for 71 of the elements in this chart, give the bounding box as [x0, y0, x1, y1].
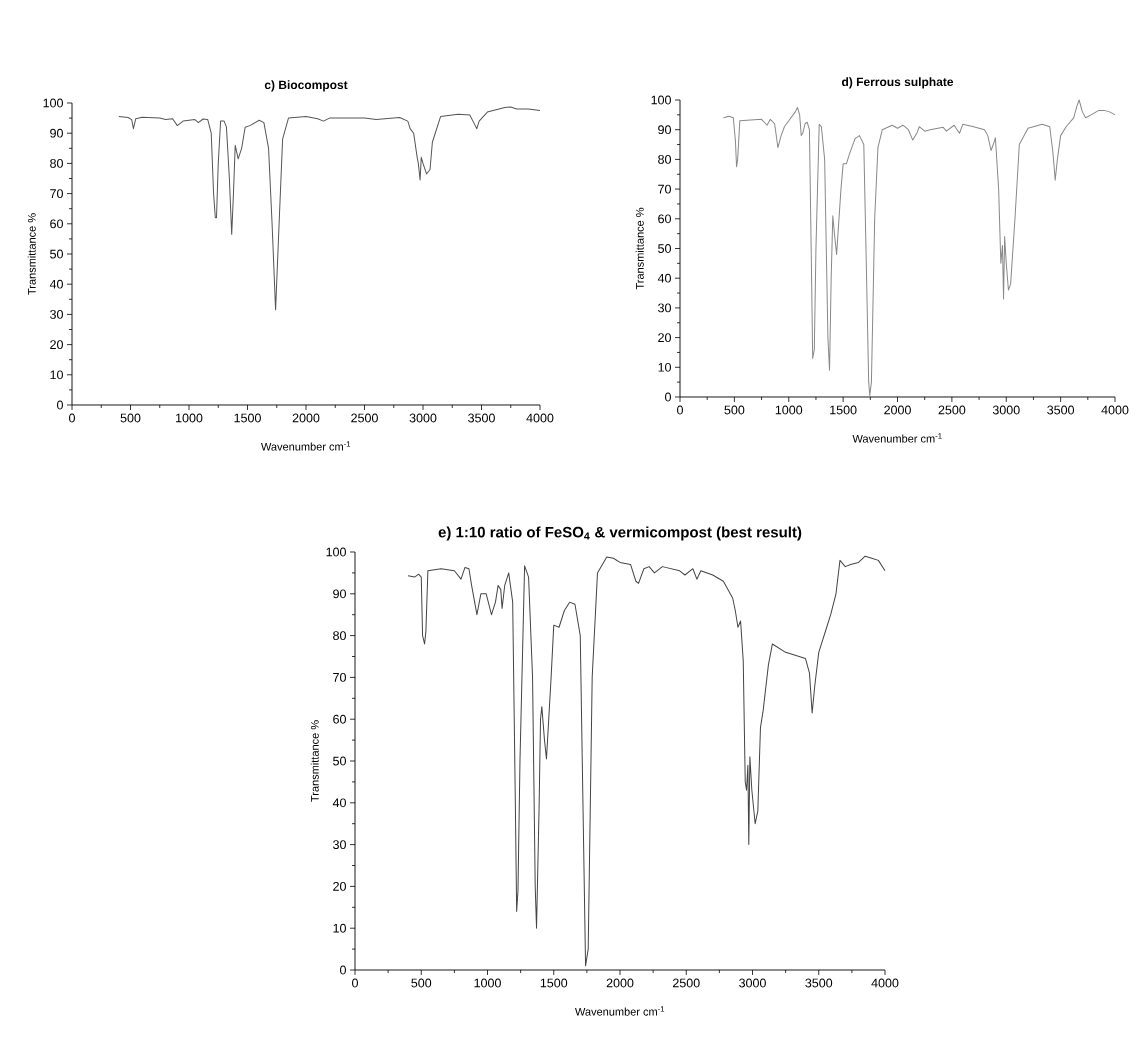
y-tick-label: 10 — [333, 923, 346, 933]
line-series — [723, 99, 1116, 397]
x-tick-label: 2500 — [938, 405, 966, 415]
x-tick-label: 2000 — [292, 413, 320, 423]
x-tick-label: 1000 — [775, 405, 803, 415]
x-tick-label: 1500 — [234, 413, 261, 423]
chart-title: c) Biocompost — [264, 80, 348, 92]
x-tick-label: 1500 — [830, 405, 857, 415]
x-tick-label: 1500 — [540, 978, 568, 988]
y-tick-label: 40 — [49, 279, 63, 289]
x-tick-label: 0 — [677, 405, 683, 415]
x-tick-label: 2000 — [884, 405, 911, 415]
y-tick-label: 20 — [50, 340, 63, 350]
y-tick-label: 70 — [658, 184, 671, 194]
y-tick-label: 40 — [332, 798, 346, 808]
y-tick-label: 60 — [50, 219, 63, 229]
x-tick-label: 500 — [724, 405, 745, 415]
y-tick-label: 90 — [333, 589, 346, 599]
x-tick-label: 500 — [411, 978, 432, 988]
x-tick-label: 3500 — [468, 413, 495, 423]
x-tick-label: 2500 — [351, 413, 378, 423]
y-tick-label: 10 — [658, 362, 671, 372]
y-tick-label: 80 — [658, 154, 671, 164]
y-tick-label: 0 — [665, 392, 671, 402]
y-tick-label: 70 — [333, 672, 346, 682]
y-axis-title: Transmittance % — [310, 720, 319, 802]
x-tick-label: 3000 — [992, 405, 1020, 415]
y-tick-label: 80 — [333, 631, 346, 641]
x-tick-label: 0 — [69, 413, 75, 423]
x-tick-label: 4000 — [1101, 405, 1129, 415]
chart-title: e) 1:10 ratio of FeSO$_{4}$ & vermicompost (best result) — [438, 526, 802, 541]
y-tick-label: 90 — [658, 125, 671, 135]
x-tick-label: 3000 — [409, 413, 437, 423]
y-tick-label: 100 — [43, 98, 63, 108]
y-tick-label: 20 — [658, 333, 671, 343]
y-tick-label: 90 — [50, 128, 63, 138]
x-axis-title: Wavenumber cm$^{-1}$ — [852, 433, 942, 443]
x-tick-label: 3500 — [805, 978, 833, 988]
x-tick-label: 1000 — [176, 413, 203, 423]
x-tick-label: 4000 — [871, 978, 899, 988]
y-tick-label: 30 — [333, 840, 346, 850]
line-series — [118, 106, 541, 311]
y-tick-label: 50 — [658, 244, 671, 253]
x-tick-label: 3500 — [1047, 405, 1075, 415]
x-axis-title: Wavenumber cm$^{-1}$ — [575, 1006, 665, 1016]
x-tick-label: 1000 — [474, 978, 501, 988]
y-tick-label: 50 — [333, 756, 346, 766]
x-tick-label: 2500 — [672, 978, 700, 988]
x-tick-label: 3000 — [739, 978, 766, 988]
y-tick-label: 80 — [50, 158, 63, 168]
y-tick-label: 100 — [651, 95, 671, 105]
line-series — [407, 555, 886, 967]
y-axis-title: Transmittance % — [635, 207, 644, 290]
y-tick-label: 10 — [50, 370, 63, 380]
y-tick-label: 20 — [333, 881, 346, 891]
x-tick-label: 2000 — [606, 978, 634, 988]
y-tick-label: 70 — [50, 189, 63, 199]
y-tick-label: 30 — [658, 303, 671, 313]
y-tick-label: 100 — [326, 547, 346, 557]
y-tick-label: 50 — [50, 249, 63, 259]
chart-title: d) Ferrous sulphate — [841, 77, 954, 89]
x-tick-label: 4000 — [526, 413, 554, 423]
y-tick-label: 30 — [50, 309, 63, 319]
y-axis-title: Transmittance % — [27, 213, 36, 295]
y-tick-label: 40 — [657, 273, 671, 283]
y-tick-label: 60 — [333, 714, 346, 724]
x-tick-label: 0 — [352, 978, 358, 988]
y-tick-label: 60 — [658, 214, 671, 224]
y-tick-label: 0 — [340, 965, 346, 975]
x-tick-label: 500 — [120, 413, 141, 423]
x-axis-title: Wavenumber cm$^{-1}$ — [261, 441, 351, 451]
